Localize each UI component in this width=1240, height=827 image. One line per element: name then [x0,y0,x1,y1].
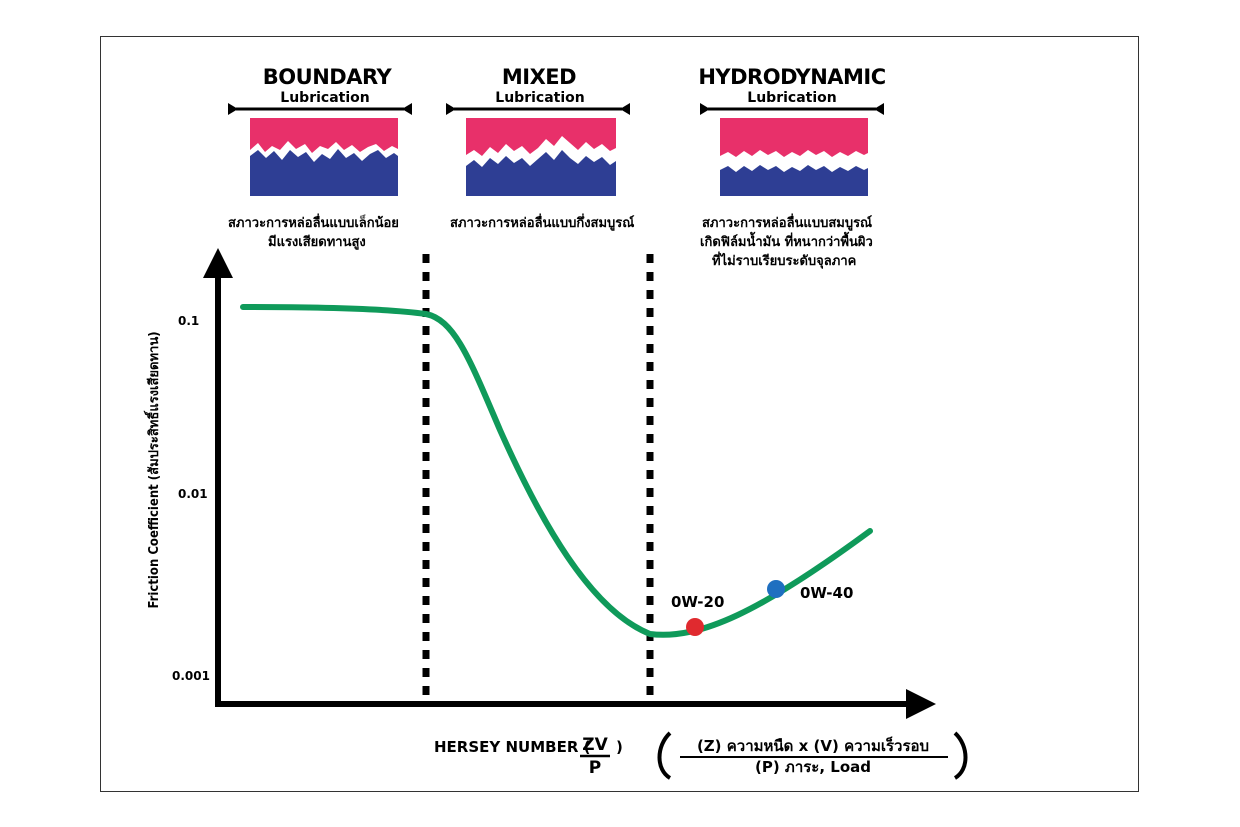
arrow-left-icon [700,103,710,115]
regime-title: HYDRODYNAMIC [698,65,885,89]
fraction-denominator: P [589,758,601,778]
y-tick-label: 0.1 [178,314,199,328]
x-axis-arrow-icon [906,689,936,719]
arrow-right-icon [620,103,630,115]
regime-subtitle: Lubrication [280,90,369,106]
regime-description: ที่ไม่ราบเรียบระดับจุลภาค [712,251,856,269]
regime-boundary: BOUNDARY Lubrication สภาวะการหล่อลื่นแบบ… [228,65,412,250]
oil-label: 0W-40 [800,584,853,602]
y-axis-arrow-icon [203,248,233,278]
paren-left-icon [657,731,672,780]
arrow-right-icon [402,103,412,115]
arrow-left-icon [228,103,238,115]
friction-curve [240,304,873,638]
x-axis-label: HERSEY NUMBER ( ZV P ) [434,735,623,778]
x-axis-label-text: HERSEY NUMBER ( [434,738,590,756]
paren-right-icon [953,731,968,780]
regime-title: MIXED [502,65,576,89]
oil-point-0w20 [686,618,704,636]
formula-denominator: (P) ภาระ, Load [755,758,871,776]
surface-illustration-mixed [466,118,616,196]
regime-mixed: MIXED Lubrication สภาวะการหล่อลื่นแบบกึ่… [446,65,634,231]
regime-subtitle: Lubrication [495,90,584,106]
regime-description: สภาวะการหล่อลื่นแบบสมบูรณ์ [702,213,872,231]
surface-illustration-boundary [250,118,398,196]
figure-frame [100,36,1139,792]
arrow-right-icon [874,103,884,115]
y-axis-label: Friction Coefficient (สัมประสิทธิ์แรงเสี… [143,331,162,608]
regime-description: มีแรงเสียดทานสูง [268,234,366,250]
hersey-formula: (Z) ความหนืด x (V) ความเร็วรอบ (P) ภาระ,… [657,731,968,780]
oil-point-0w40 [767,580,785,598]
fraction-numerator: ZV [582,735,608,755]
regime-title: BOUNDARY [263,65,393,89]
arrow-left-icon [446,103,456,115]
regime-subtitle: Lubrication [747,90,836,106]
x-axis-label-close: ) [616,738,623,756]
regime-description: สภาวะการหล่อลื่นแบบเล็กน้อย [228,213,399,231]
y-tick-label: 0.01 [178,487,208,501]
oil-label: 0W-20 [671,593,724,611]
regime-hydrodynamic: HYDRODYNAMIC Lubrication สภาวะการหล่อลื่… [698,65,886,269]
axes [203,248,936,719]
regime-description: เกิดฟิล์มน้ำมัน ที่หนากว่าพื้นผิว [700,231,873,250]
surface-illustration-hydrodynamic [720,118,868,196]
formula-numerator: (Z) ความหนืด x (V) ความเร็วรอบ [697,736,929,755]
y-tick-label: 0.001 [172,669,210,683]
regime-description: สภาวะการหล่อลื่นแบบกึ่งสมบูรณ์ [450,213,634,231]
